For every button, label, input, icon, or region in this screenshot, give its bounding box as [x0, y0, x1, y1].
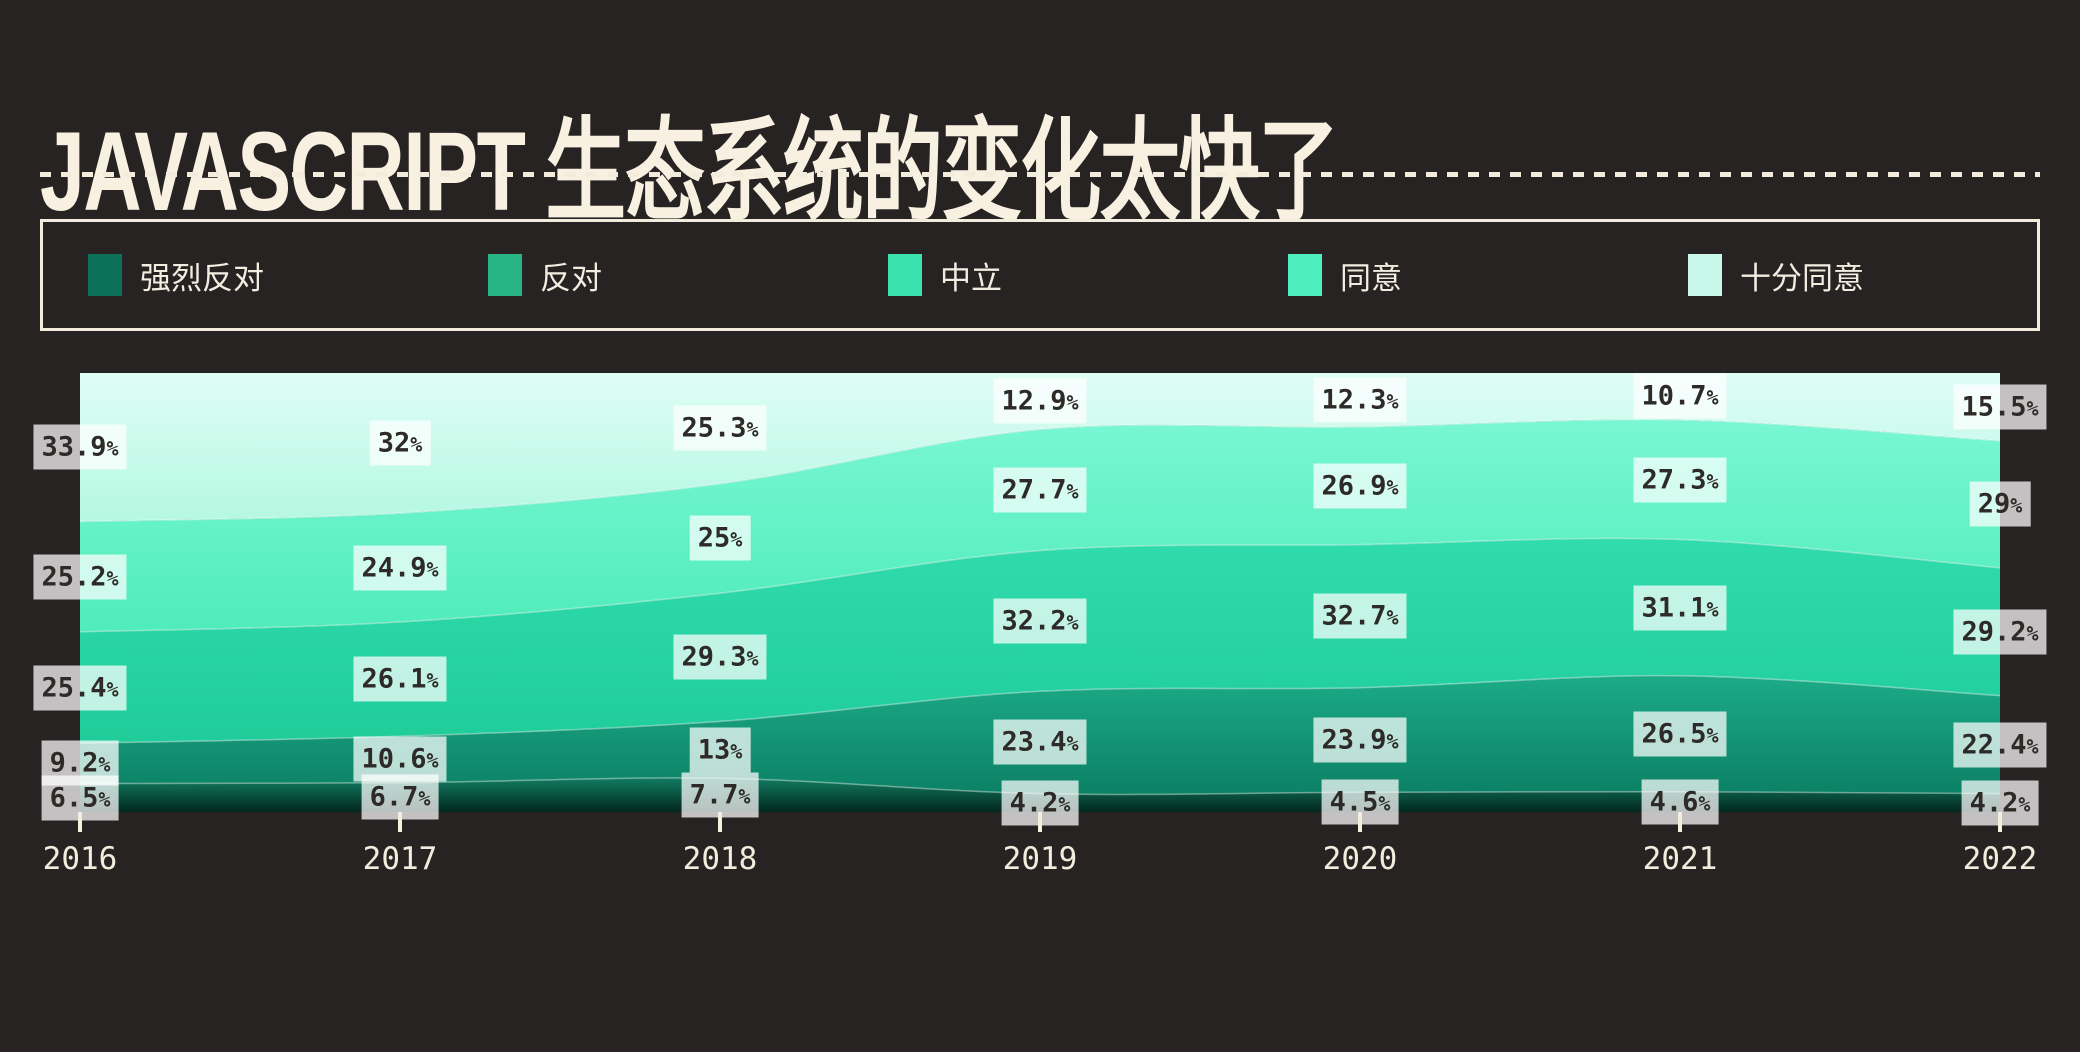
legend-item-neutral: 中立 [888, 222, 1002, 328]
value-label-neutral-2017: 26.1% [353, 656, 447, 702]
value-label-neutral-2021: 31.1% [1633, 585, 1727, 631]
x-axis-label-2021: 2021 [1642, 841, 1718, 877]
legend-item-strongly-disagree: 强烈反对 [88, 222, 264, 328]
chart-band-strongly-agree [80, 373, 2000, 522]
x-axis-tick [1678, 812, 1682, 832]
value-label-disagree-2017: 10.6% [353, 736, 447, 782]
legend-box: 强烈反对 反对 中立 同意 十分同意 [40, 219, 2040, 331]
x-axis-tick [1038, 812, 1042, 832]
value-label-disagree-2019: 23.4% [993, 719, 1087, 765]
legend-swatch-agree [1288, 254, 1322, 296]
legend-item-label: 强烈反对 [140, 260, 264, 296]
x-axis-label-2018: 2018 [682, 841, 758, 877]
value-label-agree-2019: 27.7% [993, 467, 1087, 513]
value-label-strongly-agree-2020: 12.3% [1313, 377, 1407, 423]
x-axis-label-2019: 2019 [1002, 841, 1078, 877]
legend-item-agree: 同意 [1288, 222, 1402, 328]
value-label-strongly-agree-2018: 25.3% [673, 405, 767, 451]
value-label-neutral-2016: 25.4% [33, 665, 127, 711]
band-boundary-line [79, 674, 2001, 744]
x-axis-label-2017: 2017 [362, 841, 438, 877]
x-axis-tick [398, 812, 402, 832]
value-label-strongly-agree-2017: 32% [369, 420, 431, 466]
value-label-disagree-2021: 26.5% [1633, 711, 1727, 757]
legend-swatch-disagree [488, 254, 522, 296]
x-axis-label-2020: 2020 [1322, 841, 1398, 877]
chart-band-agree [80, 419, 2000, 632]
legend-swatch-strongly-agree [1688, 254, 1722, 296]
x-axis-tick [78, 812, 82, 832]
value-label-neutral-2022: 29.2% [1953, 609, 2047, 655]
value-label-disagree-2016: 9.2% [41, 740, 119, 786]
band-boundary-line [79, 537, 2001, 633]
x-axis-tick [718, 812, 722, 832]
legend-item-strongly-agree: 十分同意 [1688, 222, 1864, 328]
dashed-divider [40, 172, 2040, 177]
legend-item-label: 同意 [1340, 260, 1402, 296]
legend-swatch-neutral [888, 254, 922, 296]
value-label-neutral-2020: 32.7% [1313, 593, 1407, 639]
value-label-agree-2017: 24.9% [353, 545, 447, 591]
legend-item-disagree: 反对 [488, 222, 602, 328]
x-axis-label-2016: 2016 [42, 841, 118, 877]
value-label-disagree-2022: 22.4% [1953, 722, 2047, 768]
legend-item-label: 十分同意 [1740, 260, 1864, 296]
page-title: JAVASCRIPT 生态系统的变化太快了 [40, 109, 1339, 235]
value-label-strongly-agree-2021: 10.7% [1633, 373, 1727, 419]
x-axis-tick [1998, 812, 2002, 832]
value-label-agree-2016: 25.2% [33, 554, 127, 600]
value-label-strongly-disagree-2019: 4.2% [1001, 780, 1079, 826]
value-label-strongly-agree-2016: 33.9% [33, 424, 127, 470]
value-label-neutral-2019: 32.2% [993, 598, 1087, 644]
value-label-strongly-agree-2019: 12.9% [993, 378, 1087, 424]
value-label-agree-2018: 25% [689, 515, 751, 561]
x-axis-label-2022: 2022 [1962, 841, 2038, 877]
value-label-agree-2022: 29% [1969, 481, 2031, 527]
value-label-disagree-2018: 13% [689, 727, 751, 773]
band-boundary-line [79, 418, 2001, 523]
legend-item-label: 反对 [540, 260, 602, 296]
legend-swatch-strongly-disagree [88, 254, 122, 296]
x-axis-tick [1358, 812, 1362, 832]
value-label-strongly-agree-2022: 15.5% [1953, 384, 2047, 430]
value-label-disagree-2020: 23.9% [1313, 717, 1407, 763]
value-label-agree-2021: 27.3% [1633, 457, 1727, 503]
value-label-strongly-disagree-2018: 7.7% [681, 772, 759, 818]
value-label-neutral-2018: 29.3% [673, 634, 767, 680]
legend-item-label: 中立 [940, 260, 1002, 296]
value-label-agree-2020: 26.9% [1313, 463, 1407, 509]
